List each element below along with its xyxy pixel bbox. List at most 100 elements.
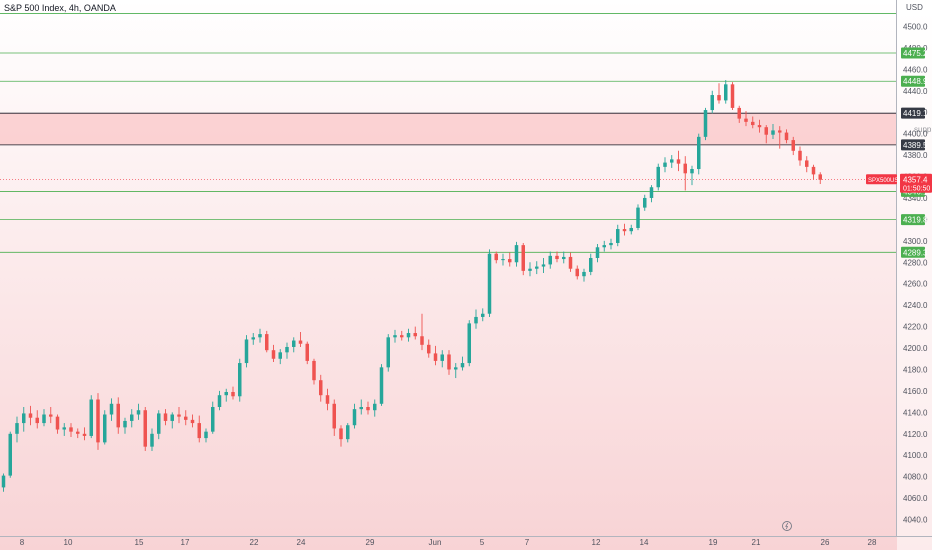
candle (433, 345, 438, 366)
time-tick-label: Jun (429, 538, 442, 547)
candle-body (76, 431, 80, 434)
candle (771, 123, 775, 139)
candle (494, 251, 498, 264)
time-tick-label: 15 (135, 538, 144, 547)
time-tick-label: 5 (480, 538, 485, 547)
candle (258, 328, 262, 343)
candle-body (751, 121, 755, 126)
currency-label: USD (906, 3, 923, 12)
time-tick-label: 12 (592, 538, 601, 547)
candle-body (184, 416, 188, 420)
candle-body (143, 410, 147, 447)
time-axis[interactable]: 8 10 15 17 22 24 29 Jun 5 7 12 14 19 21 26 28 (20, 538, 877, 547)
candle-body (292, 340, 296, 347)
candle-body (231, 391, 235, 397)
candle-body (1, 475, 6, 488)
candle-body (366, 407, 370, 411)
candle (298, 331, 303, 347)
candle-body (460, 363, 465, 368)
current-price-text: 4357.4 (903, 175, 928, 184)
candle-body (818, 174, 822, 180)
candle (406, 328, 411, 342)
candle-body (568, 256, 573, 269)
candle-body (663, 162, 667, 167)
candle (89, 395, 93, 439)
level-price-badge (901, 246, 925, 258)
candle-body (319, 380, 323, 396)
candle (305, 341, 309, 365)
candle (575, 265, 579, 280)
level-price-text: 4319.8 (903, 216, 928, 225)
candle (96, 393, 100, 450)
candles (1, 80, 822, 492)
candle (197, 415, 201, 443)
candle (717, 83, 721, 104)
candle-body (440, 354, 444, 361)
candle (656, 163, 660, 191)
candle (818, 172, 822, 185)
price-tick-label: 4100.0 (903, 451, 928, 460)
candle-body (757, 125, 762, 128)
candle-body (103, 414, 107, 443)
candle-body (305, 343, 309, 361)
candle-body (22, 413, 26, 424)
candle (136, 403, 141, 420)
candle-body (433, 353, 438, 361)
chart-title: S&P 500 Index, 4h, OANDA (4, 3, 116, 13)
candle (244, 335, 249, 368)
price-tick-label: 4060.0 (903, 494, 928, 503)
candle-body (177, 414, 181, 417)
candle-body (224, 391, 228, 396)
candle-body (96, 399, 100, 443)
candle-body (771, 130, 775, 135)
candle (764, 125, 768, 144)
time-tick-label: 14 (640, 538, 649, 547)
timezone-icon[interactable] (782, 521, 792, 531)
candle (622, 223, 627, 236)
candle (339, 425, 343, 447)
candle (319, 374, 323, 402)
price-tick-label: 4380.0 (903, 151, 928, 160)
price-tick-label: 4340.0 (903, 194, 928, 203)
candle-body (724, 84, 728, 101)
candle-body (157, 413, 161, 434)
candle-body (730, 84, 735, 108)
candle-body (508, 259, 512, 263)
candle (447, 350, 451, 375)
candle-body (28, 413, 33, 418)
candle (130, 409, 134, 428)
candle (217, 390, 222, 411)
candle-body (791, 140, 795, 151)
time-tick-label: 28 (868, 538, 877, 547)
candle-body (190, 419, 195, 424)
candle (8, 431, 12, 478)
candle-body (501, 259, 505, 261)
candle-body (217, 395, 222, 407)
candle (703, 107, 708, 141)
candle (474, 309, 478, 329)
candle-body (636, 207, 640, 228)
time-tick-label: 10 (64, 538, 73, 547)
candle (663, 157, 667, 173)
candle (784, 129, 789, 144)
candle (76, 428, 80, 439)
candle-body (352, 409, 357, 426)
candle-body (116, 403, 120, 428)
candle (568, 252, 573, 272)
candle (211, 401, 215, 434)
candle (751, 116, 755, 129)
candle (184, 410, 188, 426)
price-tick-label: 4180.0 (903, 365, 928, 374)
candle (757, 119, 762, 133)
price-tick-label: 4460.0 (903, 65, 928, 74)
candle-body (798, 150, 802, 161)
countdown-text: 01:50:50 (903, 185, 930, 192)
time-tick-label: 26 (821, 538, 830, 547)
price-axis-panel[interactable] (897, 0, 932, 550)
candle (352, 403, 357, 429)
candle (379, 364, 384, 406)
candle (49, 407, 53, 424)
candle (595, 244, 600, 263)
